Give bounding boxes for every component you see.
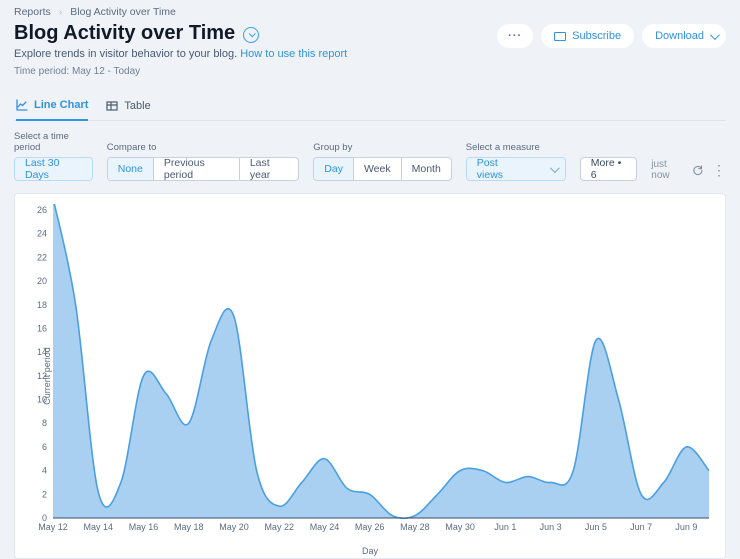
breadcrumb: Reports › Blog Activity over Time xyxy=(14,0,726,22)
svg-text:Jun 9: Jun 9 xyxy=(675,522,697,532)
tab-table-label: Table xyxy=(124,100,150,112)
svg-text:May 26: May 26 xyxy=(355,522,385,532)
time-period-selector[interactable]: Last 30 Days xyxy=(14,157,93,181)
svg-text:20: 20 xyxy=(37,276,47,286)
breadcrumb-root[interactable]: Reports xyxy=(14,6,51,18)
compare-last-year[interactable]: Last year xyxy=(240,158,298,180)
download-button[interactable]: Download xyxy=(642,24,726,48)
envelope-icon xyxy=(554,32,566,41)
kebab-icon[interactable]: ⋮ xyxy=(712,165,726,175)
x-axis-label: Day xyxy=(362,546,378,556)
group-week[interactable]: Week xyxy=(354,158,402,180)
measure-value: Post views xyxy=(477,157,526,181)
svg-text:2: 2 xyxy=(42,489,47,499)
svg-text:26: 26 xyxy=(37,205,47,215)
time-period-label: Time period: May 12 - Today xyxy=(14,66,347,77)
svg-text:May 28: May 28 xyxy=(400,522,430,532)
tab-line-chart-label: Line Chart xyxy=(34,99,88,111)
measure-select[interactable]: Post views xyxy=(466,157,566,181)
breadcrumb-current: Blog Activity over Time xyxy=(70,6,176,18)
area-chart: 02468101214161820222426May 12May 14May 1… xyxy=(19,204,719,546)
svg-text:18: 18 xyxy=(37,300,47,310)
svg-text:Jun 1: Jun 1 xyxy=(494,522,516,532)
group-month[interactable]: Month xyxy=(402,158,451,180)
time-period-selector-label: Select a time period xyxy=(14,131,93,153)
subscribe-button[interactable]: Subscribe xyxy=(541,24,634,48)
page-title: Blog Activity over Time xyxy=(14,22,235,45)
svg-text:May 16: May 16 xyxy=(129,522,159,532)
tab-table[interactable]: Table xyxy=(106,93,150,120)
svg-text:16: 16 xyxy=(37,323,47,333)
svg-text:May 12: May 12 xyxy=(38,522,68,532)
info-dropdown-icon[interactable] xyxy=(243,27,259,43)
subscribe-label: Subscribe xyxy=(572,30,621,42)
how-to-use-link[interactable]: How to use this report xyxy=(240,48,347,60)
svg-text:May 18: May 18 xyxy=(174,522,204,532)
svg-text:May 30: May 30 xyxy=(445,522,475,532)
svg-text:May 22: May 22 xyxy=(264,522,294,532)
group-day[interactable]: Day xyxy=(314,158,354,180)
line-chart-icon xyxy=(16,99,28,111)
compare-none[interactable]: None xyxy=(108,158,154,180)
view-tabs: Line Chart Table xyxy=(14,93,726,121)
svg-text:Jun 5: Jun 5 xyxy=(585,522,607,532)
subtitle-text: Explore trends in visitor behavior to yo… xyxy=(14,48,240,60)
table-icon xyxy=(106,100,118,112)
compare-segmented: None Previous period Last year xyxy=(107,157,300,181)
y-axis-label: Current period xyxy=(42,347,52,405)
group-by-label: Group by xyxy=(313,142,452,153)
last-updated: just now xyxy=(651,159,684,181)
svg-text:6: 6 xyxy=(42,442,47,452)
svg-text:Jun 3: Jun 3 xyxy=(540,522,562,532)
download-label: Download xyxy=(655,30,704,42)
refresh-icon[interactable] xyxy=(692,164,704,177)
chart-card: Current period 02468101214161820222426Ma… xyxy=(14,193,726,559)
compare-previous[interactable]: Previous period xyxy=(154,158,240,180)
chevron-right-icon: › xyxy=(59,6,63,18)
more-filters-button[interactable]: More • 6 xyxy=(580,157,637,181)
chevron-down-icon xyxy=(710,30,720,40)
svg-text:24: 24 xyxy=(37,229,47,239)
page-subtitle: Explore trends in visitor behavior to yo… xyxy=(14,48,347,60)
chevron-down-icon xyxy=(550,163,560,173)
more-actions-button[interactable]: ··· xyxy=(497,24,533,48)
ellipsis-icon: ··· xyxy=(508,30,522,42)
tab-line-chart[interactable]: Line Chart xyxy=(16,93,88,121)
svg-text:Jun 7: Jun 7 xyxy=(630,522,652,532)
svg-text:May 20: May 20 xyxy=(219,522,249,532)
svg-text:4: 4 xyxy=(42,466,47,476)
svg-text:May 24: May 24 xyxy=(310,522,340,532)
group-by-segmented: Day Week Month xyxy=(313,157,452,181)
svg-text:8: 8 xyxy=(42,418,47,428)
svg-text:May 14: May 14 xyxy=(83,522,113,532)
compare-label: Compare to xyxy=(107,142,300,153)
svg-text:22: 22 xyxy=(37,252,47,262)
measure-label: Select a measure xyxy=(466,142,566,153)
